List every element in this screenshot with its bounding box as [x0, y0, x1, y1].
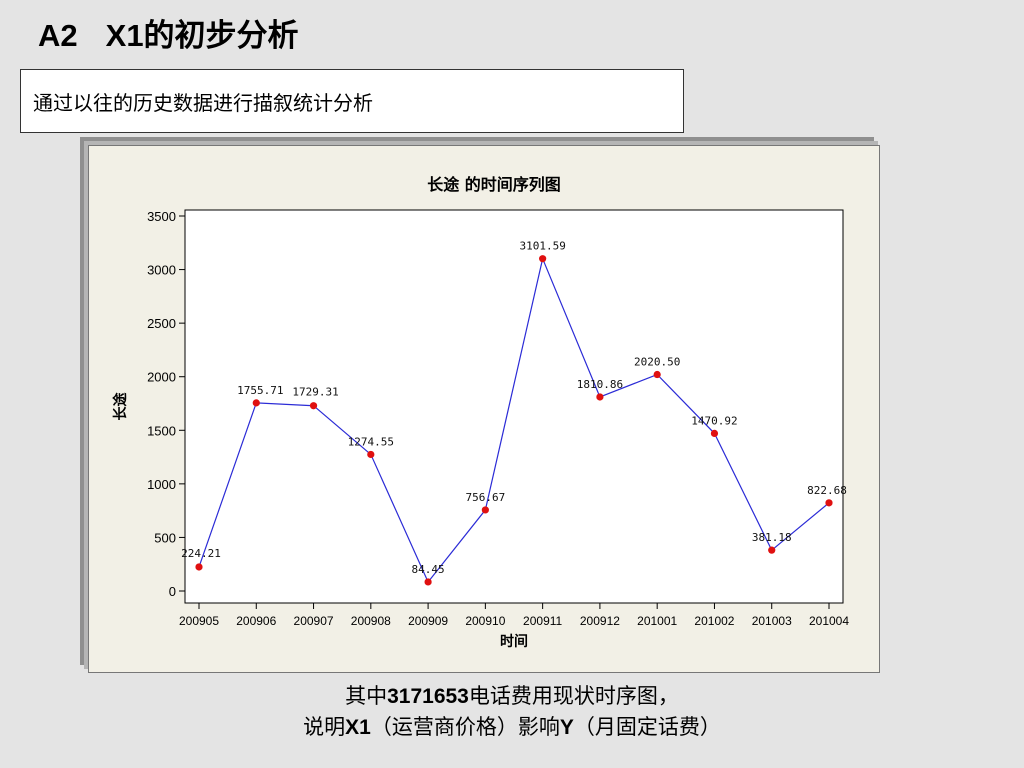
subtitle-text: 通过以往的历史数据进行描叙统计分析 [33, 90, 373, 115]
series-line-group [195, 255, 833, 586]
data-point [309, 402, 318, 410]
x-tick-label: 200906 [236, 614, 276, 628]
caption-1-prefix: 其中 [345, 684, 388, 708]
x-tick-label: 200907 [294, 614, 334, 628]
data-label: 84.45 [412, 563, 445, 576]
data-point [367, 450, 375, 459]
x-tick-label: 201001 [637, 614, 677, 628]
data-point [481, 506, 489, 514]
data-point [195, 563, 203, 571]
data-label: 822.68 [807, 484, 847, 497]
y-tick-label: 3500 [147, 209, 176, 224]
x-tick-label: 200911 [523, 614, 562, 628]
caption-1-suffix: 电话费用现状时序图， [468, 684, 679, 708]
x-tick-label: 201004 [809, 614, 849, 628]
caption-line-1: 其中3171653电话费用现状时序图， [0, 680, 1024, 710]
data-label: 1810.86 [577, 378, 623, 391]
y-tick-label: 2000 [147, 370, 176, 385]
x-tick-label: 200908 [351, 614, 391, 628]
chart-title: 长途 的时间序列图 [427, 175, 561, 194]
data-label: 1470.92 [691, 414, 737, 427]
data-label: 381.18 [752, 531, 792, 544]
x-tick-label: 201003 [752, 614, 792, 628]
data-label: 756.67 [465, 491, 505, 504]
data-point [825, 499, 833, 507]
slide-title: A2 X1的初步分析 [38, 10, 299, 55]
data-label: 1274.55 [348, 435, 394, 448]
data-label: 2020.50 [634, 356, 680, 369]
caption-line-2: 说明X1（运营商价格）影响Y（月固定话费） [0, 711, 1024, 741]
caption-2-suffix: （月固定话费） [573, 715, 721, 739]
y-tick-label: 0 [169, 584, 176, 599]
data-point [768, 546, 776, 554]
x-tick-label: 201002 [694, 614, 734, 628]
data-label: 1729.31 [292, 386, 338, 399]
data-point [710, 429, 719, 438]
y-tick-label: 3000 [147, 263, 176, 278]
x-tick-label: 200910 [465, 614, 505, 628]
caption-2-prefix: 说明 [303, 715, 346, 739]
series-line [198, 256, 830, 584]
data-point [424, 578, 432, 586]
data-label: 3101.59 [519, 240, 565, 253]
caption-2-x: X1 [345, 716, 371, 739]
x-tick-label: 200905 [179, 614, 219, 628]
y-tick-label: 1500 [147, 423, 176, 438]
data-point [596, 393, 604, 401]
data-label: 1755.71 [237, 384, 283, 397]
time-series-chart: 长途 的时间序列图 时间 长途 0 500 1000 1500 2000 2500 3000… [112, 175, 849, 650]
subtitle-box: 通过以往的历史数据进行描叙统计分析 [20, 69, 684, 133]
data-point [252, 399, 260, 407]
data-label: 224.21 [181, 547, 221, 560]
axes: 0 500 1000 1500 2000 2500 3000 3500 200905 200906… [147, 209, 849, 628]
y-tick-label: 500 [154, 530, 176, 545]
slide-title-text: X1的初步分析 [105, 18, 299, 53]
slide-title-code: A2 [38, 18, 78, 53]
caption-2-y: Y [559, 716, 574, 739]
chart-panel: 长途 的时间序列图 时间 长途 0 500 1000 1500 2000 2500 3000… [88, 145, 880, 673]
x-axis-label: 时间 [500, 633, 528, 650]
caption-1-number: 3171653 [387, 685, 469, 708]
data-point [653, 370, 661, 379]
x-tick-label: 200909 [408, 614, 448, 628]
x-tick-label: 200912 [580, 614, 620, 628]
y-tick-label: 1000 [147, 477, 176, 492]
data-point [539, 255, 547, 263]
caption-2-mid: （运营商价格）影响 [370, 715, 560, 739]
y-tick-label: 2500 [147, 316, 176, 331]
y-axis-label: 长途 [112, 392, 129, 421]
plot-area [184, 209, 844, 604]
data-label-group: 224.21 1755.71 1729.31 1274.55 84.45 756.67 31… [181, 240, 847, 576]
